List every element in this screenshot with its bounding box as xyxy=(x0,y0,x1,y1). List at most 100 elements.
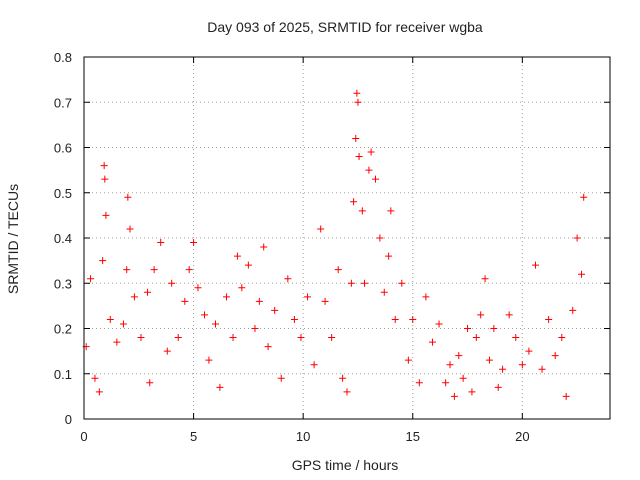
y-tick-label: 0.7 xyxy=(54,95,72,110)
data-point xyxy=(505,311,513,319)
data-point xyxy=(328,334,336,342)
data-point xyxy=(290,315,298,323)
data-point xyxy=(518,361,526,369)
data-point xyxy=(442,379,450,387)
y-tick-label: 0.2 xyxy=(54,322,72,337)
data-point xyxy=(343,388,351,396)
data-point xyxy=(354,98,362,106)
data-point xyxy=(238,284,246,292)
data-point xyxy=(512,334,520,342)
x-tick-label: 10 xyxy=(296,429,310,444)
data-point xyxy=(435,320,443,328)
data-point xyxy=(99,257,107,265)
data-point xyxy=(317,225,325,233)
data-point xyxy=(244,261,252,269)
data-point xyxy=(264,343,272,351)
data-point xyxy=(580,193,588,201)
data-point xyxy=(391,315,399,323)
data-point xyxy=(422,293,430,301)
data-point xyxy=(190,239,198,247)
data-point xyxy=(233,252,241,260)
data-point xyxy=(297,334,305,342)
y-axis-label: SRMTID / TECUs xyxy=(5,184,21,294)
y-tick-label: 0.4 xyxy=(54,231,72,246)
data-point xyxy=(251,325,259,332)
data-point xyxy=(260,243,268,251)
data-point xyxy=(100,162,108,170)
data-point xyxy=(404,356,412,364)
data-point xyxy=(398,279,406,287)
data-point xyxy=(558,334,566,342)
data-points xyxy=(82,89,588,400)
data-point xyxy=(168,279,176,287)
data-point xyxy=(415,379,423,387)
data-point xyxy=(538,365,546,373)
data-point xyxy=(201,311,209,319)
data-point xyxy=(361,279,369,287)
data-point xyxy=(352,134,360,142)
data-point xyxy=(123,266,131,274)
x-tick-label: 20 xyxy=(515,429,529,444)
data-point xyxy=(310,361,318,369)
data-point xyxy=(185,266,193,274)
data-point xyxy=(376,234,384,242)
data-point xyxy=(321,297,329,305)
data-point xyxy=(525,347,533,355)
data-point xyxy=(371,175,379,183)
data-point xyxy=(113,338,121,346)
data-point xyxy=(194,284,202,292)
y-tick-label: 0 xyxy=(65,412,72,427)
data-point xyxy=(174,334,182,342)
chart-title: Day 093 of 2025, SRMTID for receiver wgb… xyxy=(207,19,483,35)
data-point xyxy=(271,306,279,314)
data-point xyxy=(222,293,230,301)
data-point xyxy=(464,325,472,332)
y-tick-label: 0.3 xyxy=(54,276,72,291)
data-point xyxy=(106,315,114,323)
data-point xyxy=(144,288,152,296)
data-point xyxy=(91,374,99,382)
data-point xyxy=(499,365,507,373)
data-point xyxy=(385,252,393,260)
y-tick-label: 0.8 xyxy=(54,50,72,65)
data-point xyxy=(119,320,127,328)
x-tick-label: 0 xyxy=(80,429,87,444)
data-point xyxy=(367,148,375,156)
data-point xyxy=(137,334,145,342)
data-point xyxy=(101,175,109,183)
y-tick-label: 0.1 xyxy=(54,367,72,382)
data-point xyxy=(387,207,395,215)
data-point xyxy=(130,293,138,301)
data-point xyxy=(339,374,347,382)
data-point xyxy=(358,207,366,215)
data-point xyxy=(472,334,480,342)
data-point xyxy=(229,334,237,342)
data-point xyxy=(562,392,570,400)
data-point xyxy=(146,379,154,387)
data-point xyxy=(87,275,95,283)
ticks: 0 0.1 0.2 0.3 0.4 0.5 0.6 0.7 0.8 0 5 10 15 20 xyxy=(54,50,610,444)
x-tick-label: 15 xyxy=(406,429,420,444)
data-point xyxy=(459,374,467,382)
data-point xyxy=(380,288,388,296)
data-point xyxy=(494,383,502,391)
data-point xyxy=(573,234,581,242)
grid xyxy=(84,57,610,419)
data-point xyxy=(531,261,539,269)
data-point xyxy=(216,383,224,391)
data-point xyxy=(157,239,165,247)
data-point xyxy=(365,166,373,174)
data-point xyxy=(126,225,134,233)
data-point xyxy=(350,198,358,206)
y-tick-label: 0.5 xyxy=(54,186,72,201)
y-tick-label: 0.6 xyxy=(54,141,72,156)
data-point xyxy=(455,352,463,360)
x-axis-label: GPS time / hours xyxy=(292,457,399,473)
data-point xyxy=(150,266,158,274)
data-point xyxy=(284,275,292,283)
data-point xyxy=(255,297,263,305)
data-point xyxy=(578,270,586,278)
data-point xyxy=(102,211,110,219)
